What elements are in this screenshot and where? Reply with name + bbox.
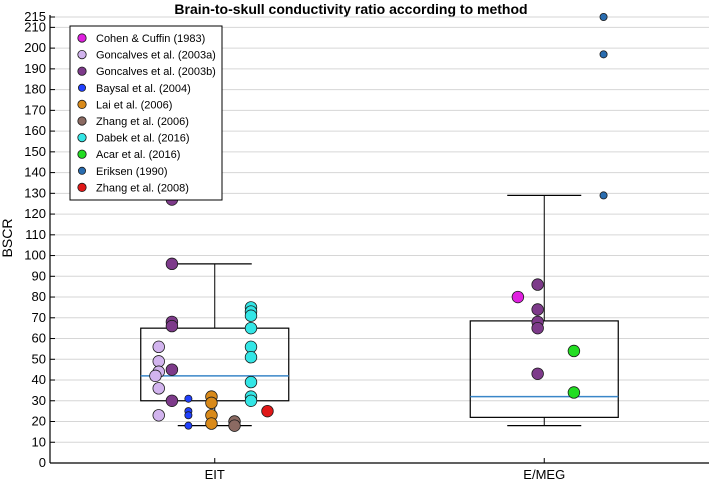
data-point	[205, 396, 218, 410]
legend-label: Dabek et al. (2016)	[96, 133, 190, 145]
legend-marker	[77, 182, 87, 192]
data-point	[567, 344, 581, 358]
x-tick-label: E/MEG	[523, 467, 565, 481]
y-tick-label: 50	[32, 351, 46, 366]
y-tick-label: 170	[24, 102, 46, 117]
legend-label: Zhang et al. (2008)	[96, 182, 189, 194]
data-point	[261, 404, 274, 418]
axes: 0 10 20 30 40 50 60 70 80 90 100 110 120 130 140 150 160…	[24, 9, 709, 481]
data-point	[152, 409, 165, 422]
data-point	[228, 419, 241, 432]
legend-marker	[77, 33, 87, 43]
legend-marker	[78, 83, 87, 92]
data-point	[567, 386, 581, 399]
y-tick-label: 40	[32, 372, 46, 387]
y-tick-label: 200	[24, 40, 46, 55]
data-point	[531, 303, 544, 316]
legend-label: Baysal et al. (2004)	[96, 83, 191, 95]
y-tick-label: 110	[25, 227, 46, 242]
y-tick-label: 180	[24, 82, 46, 97]
y-axis-label: BSCR	[0, 219, 15, 258]
data-point	[184, 411, 193, 420]
gridlines	[50, 16, 709, 443]
data-point	[152, 382, 165, 395]
legend-label: Cohen & Cuffin (1983)	[96, 33, 205, 45]
data-point	[531, 367, 544, 381]
y-tick-label: 0	[39, 455, 46, 470]
y-tick-label: 190	[24, 61, 46, 76]
data-point	[531, 278, 544, 291]
y-tick-label: 160	[24, 123, 46, 138]
legend-marker	[78, 166, 87, 175]
y-tick-label: 210	[24, 19, 46, 34]
y-tick-label: 80	[32, 289, 46, 304]
data-point	[244, 394, 258, 407]
data-point	[244, 309, 258, 322]
y-tick-label: 10	[32, 434, 46, 449]
legend-label: Goncalves et al. (2003a)	[96, 50, 216, 62]
legend-label: Lai et al. (2006)	[96, 99, 172, 111]
legend-label: Eriksen (1990)	[96, 166, 168, 178]
legend-marker	[77, 116, 87, 126]
data-point	[165, 394, 179, 407]
y-tick-label: 60	[32, 331, 46, 346]
legend-label: Acar et al. (2016)	[96, 149, 180, 161]
y-tick-label: 70	[32, 310, 46, 325]
data-point	[184, 394, 193, 403]
data-point	[165, 363, 179, 376]
data-point	[599, 191, 608, 200]
y-tick-label: 130	[24, 185, 46, 200]
data-point	[184, 421, 193, 430]
data-point	[244, 375, 258, 389]
y-tick-label: 120	[24, 206, 46, 221]
y-tick-label: 150	[24, 144, 46, 159]
data-point	[244, 340, 258, 354]
legend-label: Zhang et al. (2006)	[96, 116, 189, 128]
box-e-meg	[469, 194, 619, 427]
data-point	[599, 12, 608, 21]
data-point	[531, 321, 544, 335]
data-point	[205, 417, 218, 430]
y-tick-label: 90	[32, 268, 46, 283]
data-point	[244, 351, 258, 364]
data-point	[152, 355, 165, 368]
legend: Cohen & Cuffin (1983) Goncalves et al. (2…	[69, 25, 223, 201]
data-point	[599, 50, 608, 59]
data-point	[244, 321, 258, 335]
chart-title: Brain-to-skull conductivity ratio accord…	[174, 1, 527, 17]
legend-marker	[77, 149, 87, 159]
data-points	[149, 12, 608, 432]
box-group	[140, 194, 619, 427]
y-tick-label: 215	[24, 9, 46, 24]
data-point	[165, 319, 179, 333]
y-tick-label: 30	[32, 393, 46, 408]
legend-marker	[77, 133, 87, 143]
data-point	[511, 290, 525, 304]
data-point	[152, 340, 165, 354]
data-point	[149, 369, 162, 383]
x-tick-label: EIT	[205, 467, 225, 481]
legend-marker	[77, 49, 87, 60]
legend-label: Goncalves et al. (2003b)	[96, 66, 216, 78]
legend-marker	[77, 99, 87, 110]
y-tick-label: 20	[32, 414, 46, 429]
legend-frame	[69, 25, 223, 201]
data-point	[165, 257, 179, 271]
y-tick-label: 140	[24, 165, 46, 180]
iqr-box	[469, 320, 619, 418]
legend-marker	[77, 66, 87, 76]
y-tick-label: 100	[24, 248, 46, 263]
